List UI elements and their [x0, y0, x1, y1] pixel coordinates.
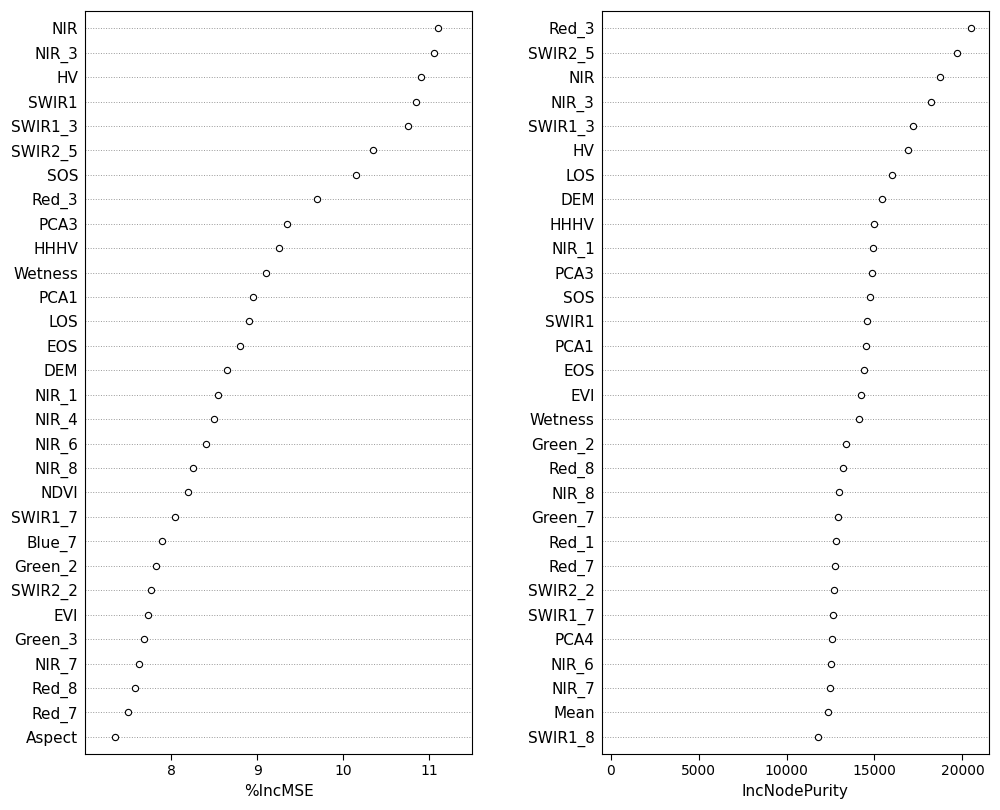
Point: [853, 388, 869, 401]
Point: [864, 266, 880, 279]
Point: [127, 681, 143, 694]
Point: [874, 193, 890, 206]
Point: [884, 168, 900, 181]
Point: [866, 217, 882, 230]
X-axis label: %IncMSE: %IncMSE: [244, 784, 314, 799]
Point: [862, 291, 878, 304]
Point: [859, 315, 875, 328]
Point: [148, 559, 164, 572]
Point: [271, 241, 287, 254]
Point: [120, 706, 136, 718]
Point: [232, 339, 248, 352]
Point: [838, 437, 854, 450]
Point: [822, 681, 838, 694]
Point: [858, 339, 874, 352]
Point: [932, 70, 948, 83]
Point: [923, 95, 939, 108]
Point: [348, 168, 364, 181]
Point: [851, 412, 867, 425]
Point: [408, 95, 424, 108]
Point: [905, 119, 921, 132]
X-axis label: IncNodePurity: IncNodePurity: [742, 784, 849, 799]
Point: [810, 731, 826, 744]
Point: [826, 584, 842, 597]
Point: [206, 412, 222, 425]
Point: [258, 266, 274, 279]
Point: [413, 70, 429, 83]
Point: [185, 462, 201, 475]
Point: [823, 657, 839, 670]
Point: [210, 388, 226, 401]
Point: [154, 535, 170, 548]
Point: [241, 315, 257, 328]
Point: [309, 193, 325, 206]
Point: [900, 144, 916, 157]
Point: [136, 633, 152, 646]
Point: [830, 510, 846, 523]
Point: [856, 364, 872, 377]
Point: [430, 22, 446, 35]
Point: [140, 608, 156, 621]
Point: [825, 608, 841, 621]
Point: [824, 633, 840, 646]
Point: [827, 559, 843, 572]
Point: [963, 22, 979, 35]
Point: [279, 217, 295, 230]
Point: [131, 657, 147, 670]
Point: [865, 241, 881, 254]
Point: [219, 364, 235, 377]
Point: [949, 46, 965, 59]
Point: [835, 462, 851, 475]
Point: [820, 706, 836, 718]
Point: [828, 535, 844, 548]
Point: [180, 486, 196, 499]
Point: [365, 144, 381, 157]
Point: [107, 731, 123, 744]
Point: [831, 486, 847, 499]
Point: [426, 46, 442, 59]
Point: [143, 584, 159, 597]
Point: [198, 437, 214, 450]
Point: [167, 510, 183, 523]
Point: [400, 119, 416, 132]
Point: [245, 291, 261, 304]
